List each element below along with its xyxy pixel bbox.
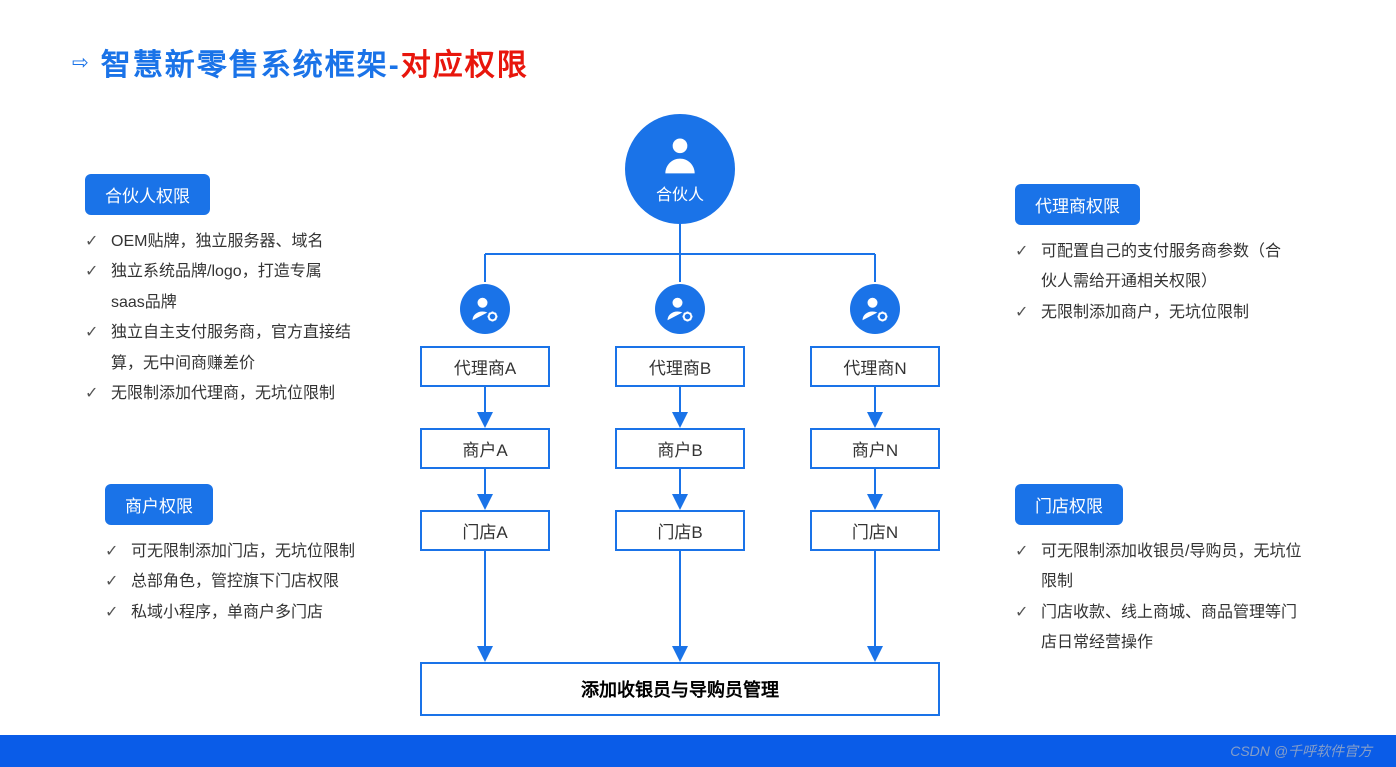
connector-lines (400, 114, 960, 694)
node-store-b: 门店B (615, 510, 745, 551)
agent-icon-n (850, 284, 900, 334)
node-merchant-b: 商户B (615, 428, 745, 469)
panel-agent-label: 代理商权限 (1015, 184, 1140, 225)
list-item: 总部角色，管控旗下门店权限 (105, 567, 375, 597)
panel-agent: 代理商权限 可配置自己的支付服务商参数（合伙人需给开通相关权限） 无限制添加商户… (1015, 184, 1295, 328)
list-item: 门店收款、线上商城、商品管理等门店日常经营操作 (1015, 598, 1305, 659)
footer-bar (0, 735, 1396, 767)
bottom-node: 添加收银员与导购员管理 (420, 662, 940, 716)
panel-partner: 合伙人权限 OEM贴牌，独立服务器、域名 独立系统品牌/logo，打造专属saa… (85, 174, 355, 409)
panel-store: 门店权限 可无限制添加收银员/导购员，无坑位限制 门店收款、线上商城、商品管理等… (1015, 484, 1305, 659)
title-suffix: 对应权限 (401, 49, 529, 82)
page-title: 智慧新零售系统框架-对应权限 (101, 40, 529, 84)
list-item: 无限制添加代理商，无坑位限制 (85, 379, 355, 409)
person-gear-icon (665, 294, 695, 324)
panel-merchant-list: 可无限制添加门店，无坑位限制 总部角色，管控旗下门店权限 私域小程序，单商户多门… (105, 537, 375, 628)
panel-merchant-label: 商户权限 (105, 484, 213, 525)
list-item: 可无限制添加收银员/导购员，无坑位限制 (1015, 537, 1305, 598)
list-item: 无限制添加商户，无坑位限制 (1015, 298, 1295, 328)
list-item: 独立自主支付服务商，官方直接结算，无中间商赚差价 (85, 318, 355, 379)
panel-store-label: 门店权限 (1015, 484, 1123, 525)
list-item: 可无限制添加门店，无坑位限制 (105, 537, 375, 567)
title-prefix: 智慧新零售系统框架- (101, 49, 401, 82)
list-item: 独立系统品牌/logo，打造专属saas品牌 (85, 257, 355, 318)
list-item: 可配置自己的支付服务商参数（合伙人需给开通相关权限） (1015, 237, 1295, 298)
panel-partner-list: OEM贴牌，独立服务器、域名 独立系统品牌/logo，打造专属saas品牌 独立… (85, 227, 355, 409)
panel-store-list: 可无限制添加收银员/导购员，无坑位限制 门店收款、线上商城、商品管理等门店日常经… (1015, 537, 1305, 659)
panel-agent-list: 可配置自己的支付服务商参数（合伙人需给开通相关权限） 无限制添加商户，无坑位限制 (1015, 237, 1295, 328)
node-agent-b: 代理商B (615, 346, 745, 387)
node-store-n: 门店N (810, 510, 940, 551)
node-merchant-n: 商户N (810, 428, 940, 469)
node-store-a: 门店A (420, 510, 550, 551)
hierarchy-diagram: 合伙人 (400, 114, 960, 694)
node-agent-n: 代理商N (810, 346, 940, 387)
arrow-icon: ⇨ (72, 50, 89, 75)
person-gear-icon (860, 294, 890, 324)
panel-partner-label: 合伙人权限 (85, 174, 210, 215)
watermark: CSDN @千呼软件官方 (1230, 741, 1372, 761)
list-item: OEM贴牌，独立服务器、域名 (85, 227, 355, 257)
node-merchant-a: 商户A (420, 428, 550, 469)
list-item: 私域小程序，单商户多门店 (105, 598, 375, 628)
title-row: ⇨ 智慧新零售系统框架-对应权限 (0, 0, 1396, 84)
agent-icon-b (655, 284, 705, 334)
person-gear-icon (470, 294, 500, 324)
panel-merchant: 商户权限 可无限制添加门店，无坑位限制 总部角色，管控旗下门店权限 私域小程序，… (105, 484, 375, 628)
agent-icon-a (460, 284, 510, 334)
content-area: 合伙人权限 OEM贴牌，独立服务器、域名 独立系统品牌/logo，打造专属saa… (0, 84, 1396, 704)
node-agent-a: 代理商A (420, 346, 550, 387)
